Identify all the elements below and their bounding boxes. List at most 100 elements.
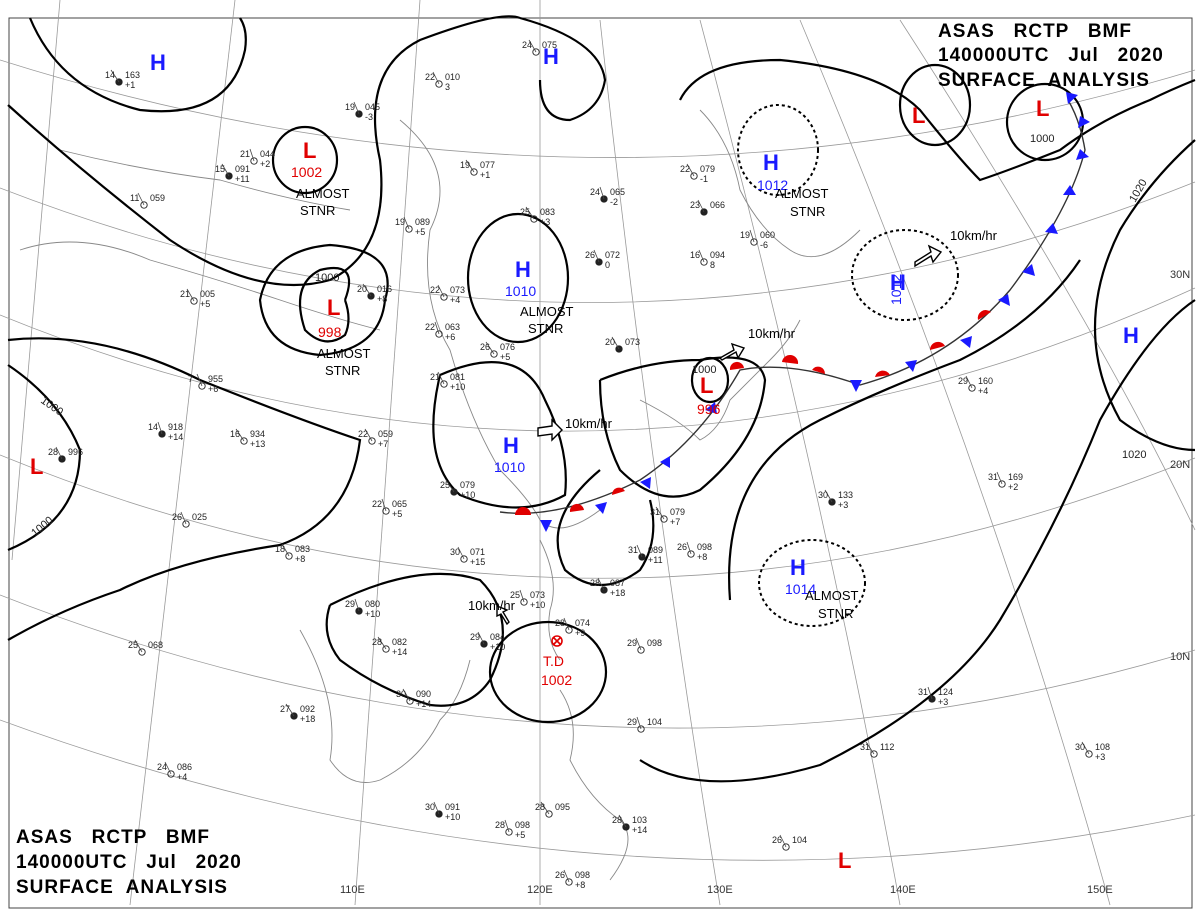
station-wind-barb: [635, 637, 642, 651]
station-pressure: 044: [260, 149, 275, 159]
station-plot: 26 025: [172, 511, 207, 528]
station-temperature: 19: [740, 230, 750, 240]
station-wind-barb: [593, 249, 600, 263]
system-note: ALMOST STNR: [775, 186, 832, 219]
philippines-coast: [559, 689, 629, 881]
station-temperature: 22: [425, 72, 435, 82]
station-wind-barb: [437, 371, 445, 385]
isobar-label: 1000: [1030, 133, 1054, 145]
station-plot: 30 071+15: [450, 546, 485, 567]
station-pressure: 104: [792, 835, 807, 845]
station-wind-barb: [996, 471, 1003, 485]
cold-front-symbols: [540, 92, 1090, 532]
station-temperature: 30: [450, 547, 460, 557]
station-pressure: 074: [575, 618, 590, 628]
td-pressure-value: 1002: [541, 672, 572, 688]
station-plot: 22 079-1: [680, 163, 715, 184]
station-temperature: 31: [860, 742, 870, 752]
station-tendency: +14: [168, 432, 183, 442]
station-plot: 26 076+5: [480, 341, 515, 362]
isobar-label: 1000: [315, 272, 339, 284]
station-pressure: 065: [610, 187, 625, 197]
station-wind-barb: [402, 688, 411, 702]
station-plot: 31 169+2: [988, 471, 1023, 492]
station-plot: 25 068: [128, 639, 163, 656]
station-cloud-symbol: [167, 770, 175, 778]
station-tendency: +5: [392, 509, 402, 519]
station-cloud-symbol: [968, 384, 976, 392]
station-wind-barb: [540, 801, 550, 815]
station-wind-barb: [618, 814, 627, 828]
station-plot: 15 091+11: [215, 163, 250, 184]
station-pressure: 059: [378, 429, 393, 439]
header-line: SURFACE ANALYSIS: [938, 70, 1150, 91]
station-tendency: +6: [208, 384, 218, 394]
station-wind-barb: [824, 489, 833, 503]
station-wind-barb: [137, 192, 145, 206]
high-center: H: [890, 270, 906, 295]
isobar-label: 1020: [1122, 449, 1146, 461]
low-center: L: [700, 373, 713, 398]
station-tendency: -2: [610, 197, 618, 207]
station-tendency: +10: [530, 600, 545, 610]
station-temperature: 23: [690, 200, 700, 210]
station-pressure: 075: [542, 40, 557, 50]
station-tendency: +2: [1008, 482, 1018, 492]
station-temperature: 19: [460, 160, 470, 170]
station-wind-barb: [353, 101, 360, 115]
high-center: H: [503, 433, 519, 458]
low-center: L: [303, 138, 316, 163]
station-tendency: +11: [235, 174, 250, 184]
station-wind-barb: [221, 163, 230, 177]
header-line: ASAS RCTP BMF: [16, 827, 210, 848]
high-pressure-value: 1014: [785, 581, 816, 597]
inland-boundary: [19, 241, 381, 331]
station-cloud-symbol: [532, 48, 540, 56]
station-pressure: 079: [700, 164, 715, 174]
station-tendency: +10: [365, 609, 380, 619]
station-plot: 29 104: [627, 716, 662, 733]
station-cloud-symbol: [435, 80, 443, 88]
station-cloud-symbol: [382, 645, 390, 653]
dotted-isobars: [737, 104, 959, 627]
cold-symbol: [905, 360, 917, 372]
station-plot: 7 955+6: [188, 373, 223, 394]
station-wind-barb: [697, 199, 705, 213]
high-center: H: [150, 50, 166, 75]
motion-label: 10km/hr: [748, 326, 796, 341]
station-wind-barb: [865, 741, 875, 755]
station-pressure: 091: [235, 164, 250, 174]
station-temperature: 28: [372, 637, 382, 647]
station-temperature: 31: [988, 472, 998, 482]
station-plot: 20 016+8: [357, 283, 392, 304]
station-tendency: +10: [445, 812, 460, 822]
lon-label: 140E: [890, 884, 916, 896]
warm-symbol: [782, 354, 799, 364]
cold-symbol: [1045, 223, 1058, 234]
isobar-td: [488, 620, 608, 724]
station-temperature: 28: [48, 447, 58, 457]
cold-symbol: [595, 502, 607, 514]
station-pressure: 089: [648, 545, 663, 555]
station-cloud-symbol: [637, 725, 645, 733]
station-plot: 24 086+4: [157, 761, 192, 782]
station-wind-barb: [636, 716, 642, 730]
station-wind-barb: [134, 639, 143, 653]
station-plot: 19 089+5: [395, 216, 430, 237]
station-plot: 27 092+18: [280, 703, 315, 724]
station-cloud-symbol: [690, 172, 698, 180]
lon-line: [354, 0, 421, 906]
isobar: [258, 243, 389, 357]
high-center: H: [790, 555, 806, 580]
station-plot: 31 124+3: [918, 686, 953, 707]
station-cloud-symbol: [460, 555, 468, 563]
station-pressure: 005: [200, 289, 215, 299]
station-pressure: 072: [605, 250, 620, 260]
station-plot: 26 098+8: [555, 869, 590, 890]
station-temperature: 29: [627, 638, 637, 648]
cold-symbol: [1076, 149, 1089, 160]
station-temperature: 22: [425, 322, 435, 332]
station-tendency: +5: [500, 352, 510, 362]
low-center: L: [30, 454, 43, 479]
